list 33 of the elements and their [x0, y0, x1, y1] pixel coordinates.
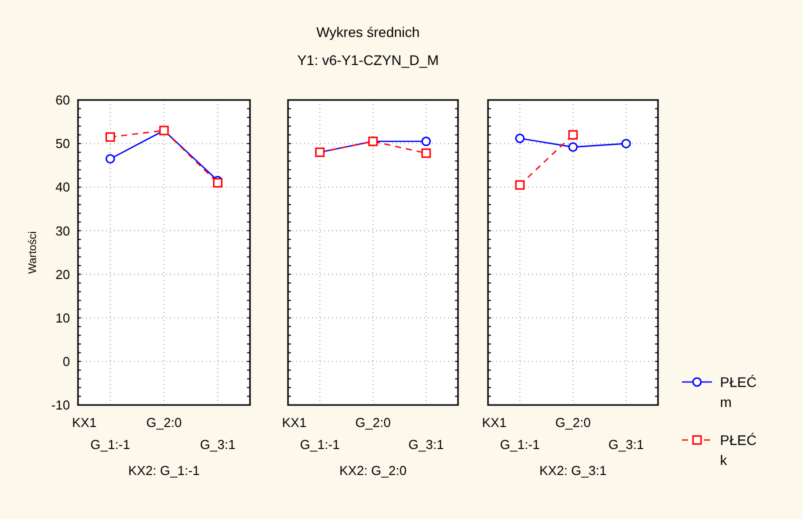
- y-tick-label: 20: [56, 266, 70, 282]
- point: [568, 142, 578, 152]
- x-tick-label: G_1:-1: [300, 437, 340, 452]
- point: [515, 134, 525, 144]
- text: KX1: [72, 415, 97, 430]
- y-tick-label: -10: [51, 398, 70, 413]
- chart-subtitle: Y1: v6-Y1-CZYN_D_M: [297, 52, 439, 68]
- chart-title: Wykres średnich: [316, 24, 420, 40]
- x-tick-label: G_2:0: [146, 415, 182, 430]
- x-tick-label: G_2:0: [355, 415, 391, 430]
- x-axis-title: KX2: G_3:1: [539, 463, 607, 478]
- y-tick-label: 60: [56, 92, 70, 108]
- x-tick-label: G_3:1: [408, 437, 444, 452]
- y-tick-label: 30: [56, 223, 70, 238]
- x-tick-label: G_1:-1: [90, 437, 130, 452]
- point: [621, 138, 631, 148]
- y-tick-label: 40: [56, 180, 70, 195]
- x-axis-title: KX2: G_1:-1: [128, 463, 200, 478]
- legend-label: PŁEĆ m: [720, 374, 757, 410]
- point: [515, 180, 525, 190]
- x-tick-label: G_3:1: [200, 437, 236, 452]
- point: [568, 130, 578, 140]
- x-tick-label: G_3:1: [608, 437, 644, 452]
- y-tick-label: 0: [62, 354, 70, 369]
- text: KX1: [482, 415, 507, 430]
- y-axis-title: Wartości: [27, 231, 39, 274]
- x-axis-title: KX2: G_2:0: [339, 463, 407, 478]
- x-tick-label: G_2:0: [555, 415, 591, 430]
- text: KX1: [282, 415, 307, 430]
- x-tick-label: G_1:-1: [500, 437, 540, 452]
- y-tick-label: 10: [56, 310, 70, 326]
- y-tick-label: 50: [56, 136, 70, 152]
- legend-label: PŁEĆ k: [720, 432, 757, 468]
